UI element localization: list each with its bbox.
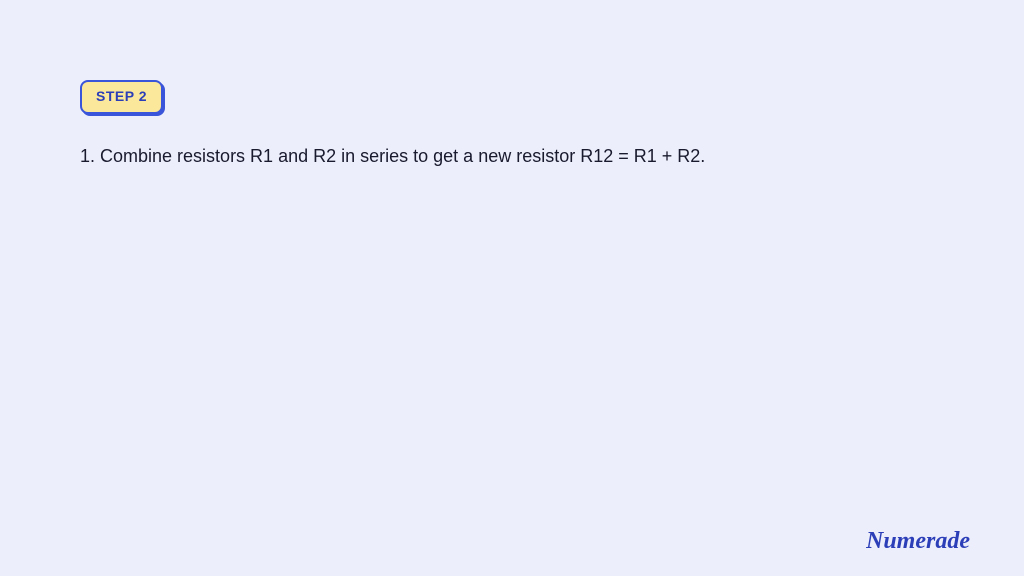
logo-text: Numerade (866, 528, 970, 554)
step-badge: STEP 2 (80, 80, 163, 114)
body-text: 1. Combine resistors R1 and R2 in series… (80, 144, 944, 169)
step-badge-label: STEP 2 (96, 88, 147, 104)
brand-logo: Numerade (866, 524, 996, 558)
content-area: STEP 2 1. Combine resistors R1 and R2 in… (0, 0, 1024, 169)
